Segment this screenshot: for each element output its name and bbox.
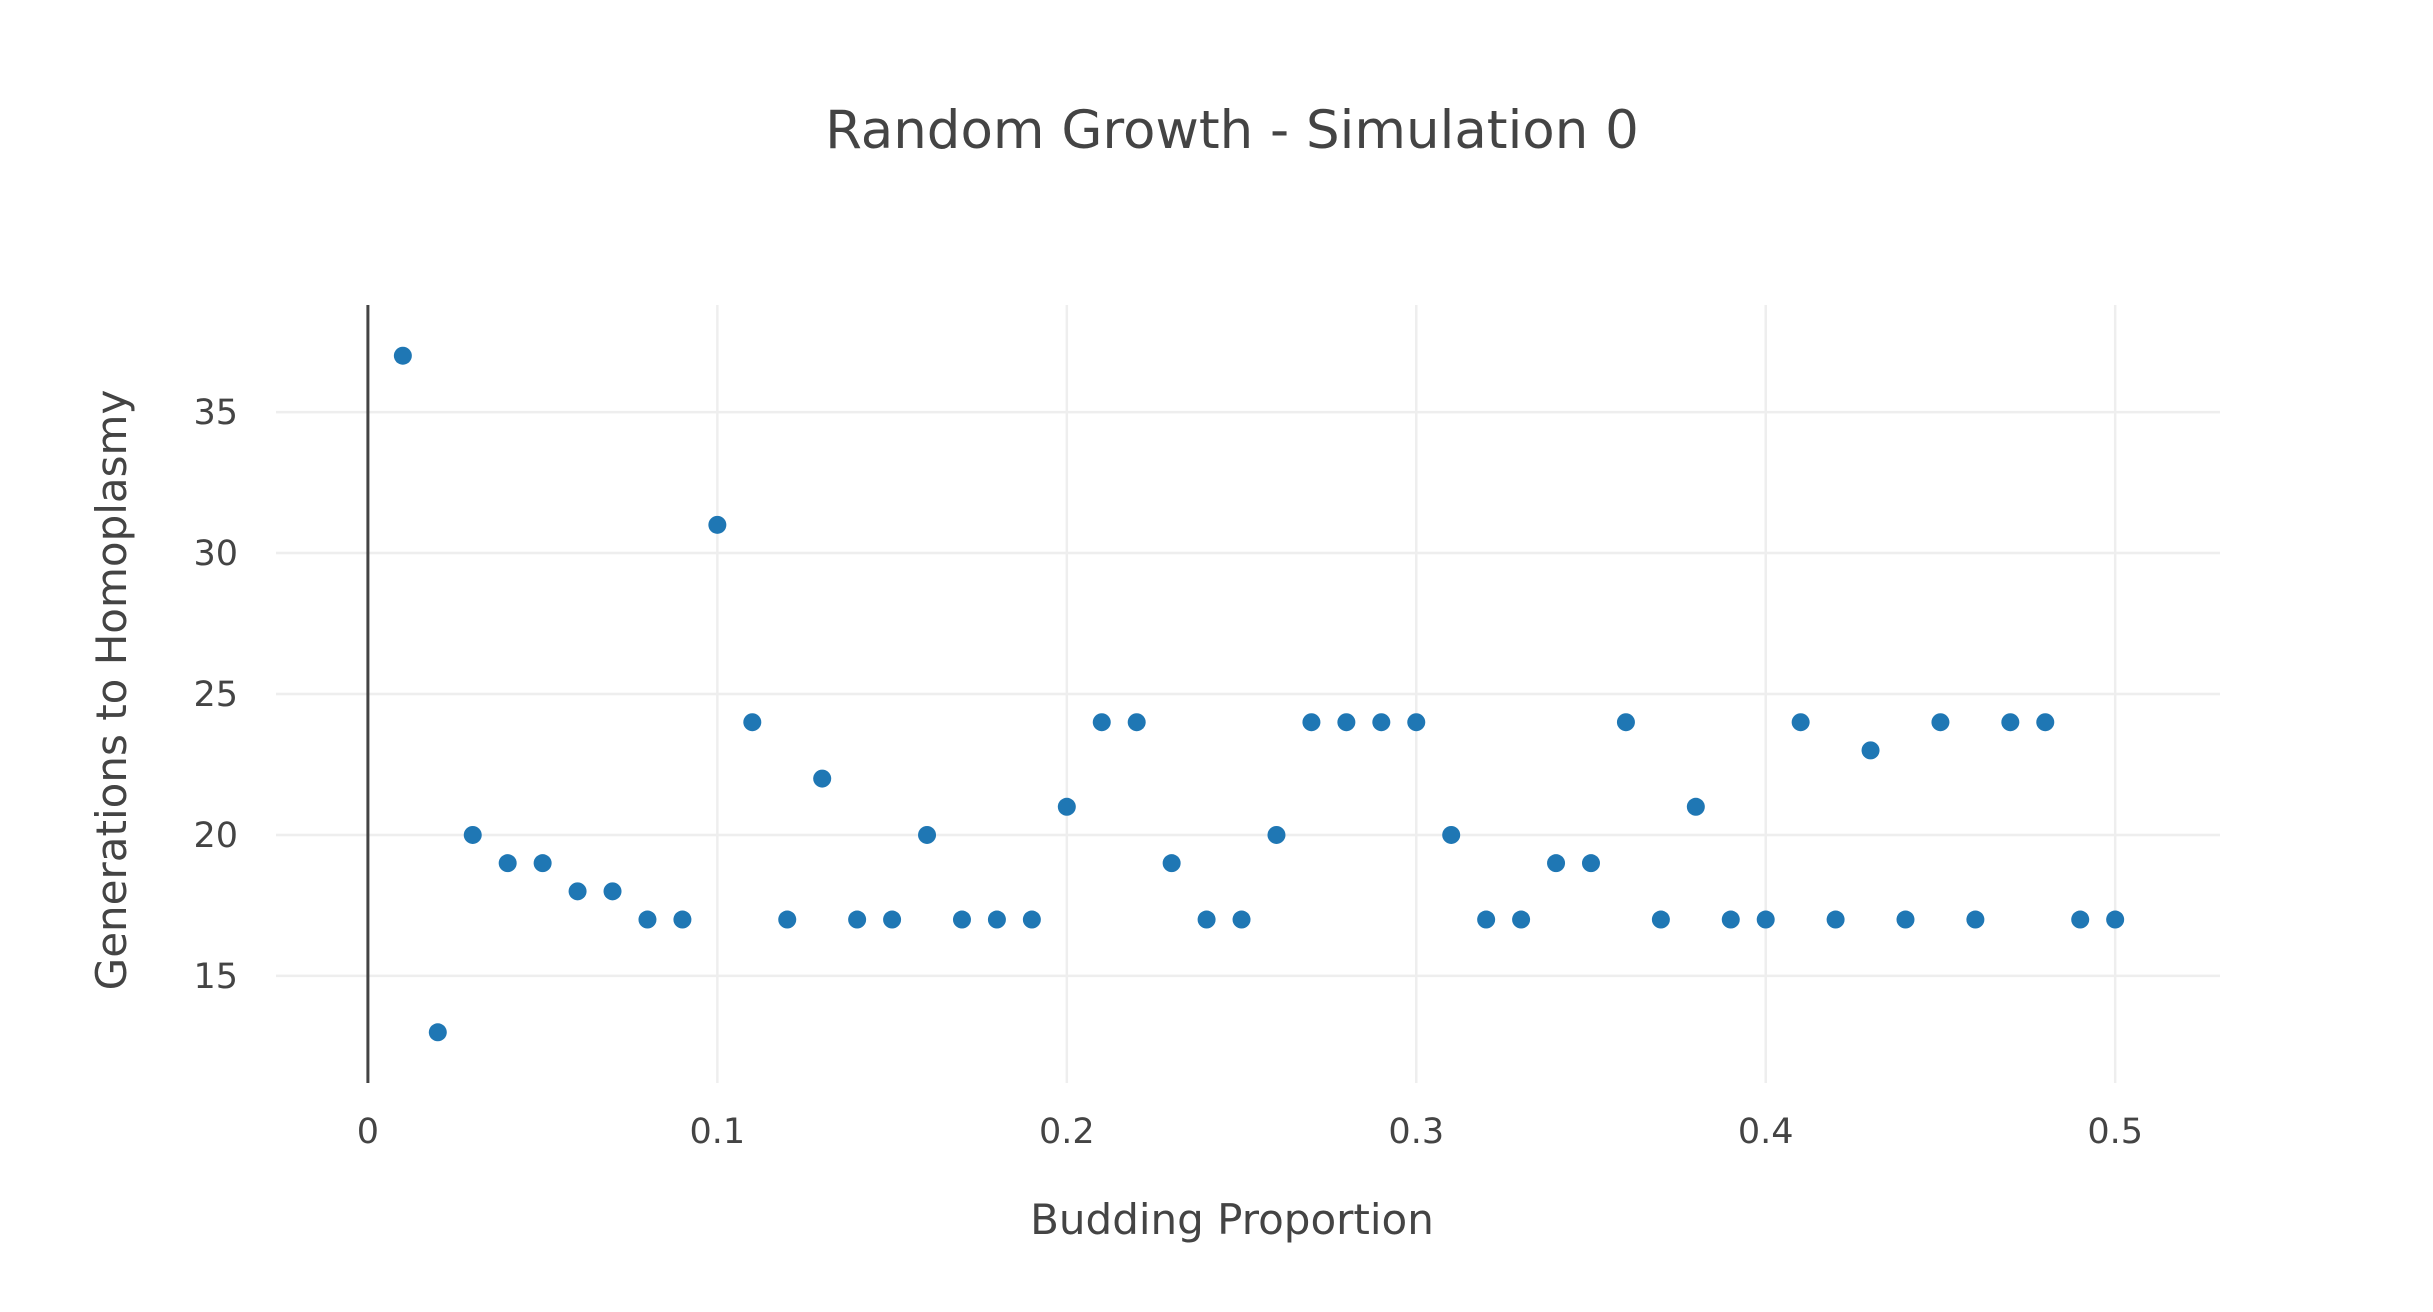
chart-title: Random Growth - Simulation 0 <box>825 100 1639 161</box>
y-tick-label: 15 <box>193 957 238 997</box>
data-point[interactable] <box>2036 713 2055 732</box>
data-point[interactable] <box>533 854 552 873</box>
data-point[interactable] <box>1337 713 1356 732</box>
y-tick-label: 30 <box>193 534 238 574</box>
x-tick-label: 0.3 <box>1388 1112 1444 1152</box>
data-point[interactable] <box>638 910 657 929</box>
data-point[interactable] <box>1162 854 1181 873</box>
data-point[interactable] <box>1022 910 1041 929</box>
data-point[interactable] <box>1372 713 1391 732</box>
data-point[interactable] <box>1407 713 1426 732</box>
gridlines <box>276 305 2220 1083</box>
data-point[interactable] <box>1477 910 1496 929</box>
data-point[interactable] <box>1092 713 1111 732</box>
data-point[interactable] <box>1651 910 1670 929</box>
data-point[interactable] <box>1721 910 1740 929</box>
data-point[interactable] <box>393 346 412 365</box>
data-point[interactable] <box>1826 910 1845 929</box>
data-point[interactable] <box>1931 713 1950 732</box>
data-point[interactable] <box>813 769 832 788</box>
data-point[interactable] <box>708 515 727 534</box>
data-point[interactable] <box>1442 825 1461 844</box>
data-point[interactable] <box>743 713 762 732</box>
data-point[interactable] <box>1756 910 1775 929</box>
data-point[interactable] <box>1232 910 1251 929</box>
y-tick-label: 25 <box>193 675 238 715</box>
data-point[interactable] <box>568 882 587 901</box>
data-point[interactable] <box>1581 854 1600 873</box>
x-tick-label: 0.4 <box>1738 1112 1794 1152</box>
y-tick-label: 35 <box>193 393 238 433</box>
data-point[interactable] <box>2106 910 2125 929</box>
data-point[interactable] <box>1896 910 1915 929</box>
y-axis-title: Generations to Homoplasmy <box>87 390 136 991</box>
data-point[interactable] <box>987 910 1006 929</box>
x-tick-label: 0.5 <box>2087 1112 2143 1152</box>
data-point[interactable] <box>1616 713 1635 732</box>
data-point[interactable] <box>2071 910 2090 929</box>
data-point[interactable] <box>1197 910 1216 929</box>
data-point[interactable] <box>1127 713 1146 732</box>
data-point[interactable] <box>1791 713 1810 732</box>
data-point[interactable] <box>918 825 937 844</box>
y-tick-label: 20 <box>193 816 238 856</box>
data-point[interactable] <box>1861 741 1880 760</box>
data-point[interactable] <box>778 910 797 929</box>
tick-labels: 0 0.1 0.2 0.3 0.4 0.5 15 20 25 30 35 <box>193 393 2143 1152</box>
data-point[interactable] <box>498 854 517 873</box>
data-point[interactable] <box>463 825 482 844</box>
data-point[interactable] <box>1302 713 1321 732</box>
data-point[interactable] <box>673 910 692 929</box>
data-point[interactable] <box>1057 797 1076 816</box>
data-point[interactable] <box>428 1023 447 1042</box>
data-point[interactable] <box>1547 854 1566 873</box>
x-tick-label: 0 <box>357 1112 379 1152</box>
data-point[interactable] <box>2001 713 2020 732</box>
x-axis-title: Budding Proportion <box>1030 1195 1434 1244</box>
data-point[interactable] <box>952 910 971 929</box>
data-point[interactable] <box>1966 910 1985 929</box>
x-tick-label: 0.1 <box>690 1112 746 1152</box>
data-point[interactable] <box>1686 797 1705 816</box>
data-points <box>393 346 2125 1042</box>
data-point[interactable] <box>1267 825 1286 844</box>
data-point[interactable] <box>883 910 902 929</box>
x-tick-label: 0.2 <box>1039 1112 1095 1152</box>
data-point[interactable] <box>603 882 622 901</box>
data-point[interactable] <box>1512 910 1531 929</box>
data-point[interactable] <box>848 910 867 929</box>
